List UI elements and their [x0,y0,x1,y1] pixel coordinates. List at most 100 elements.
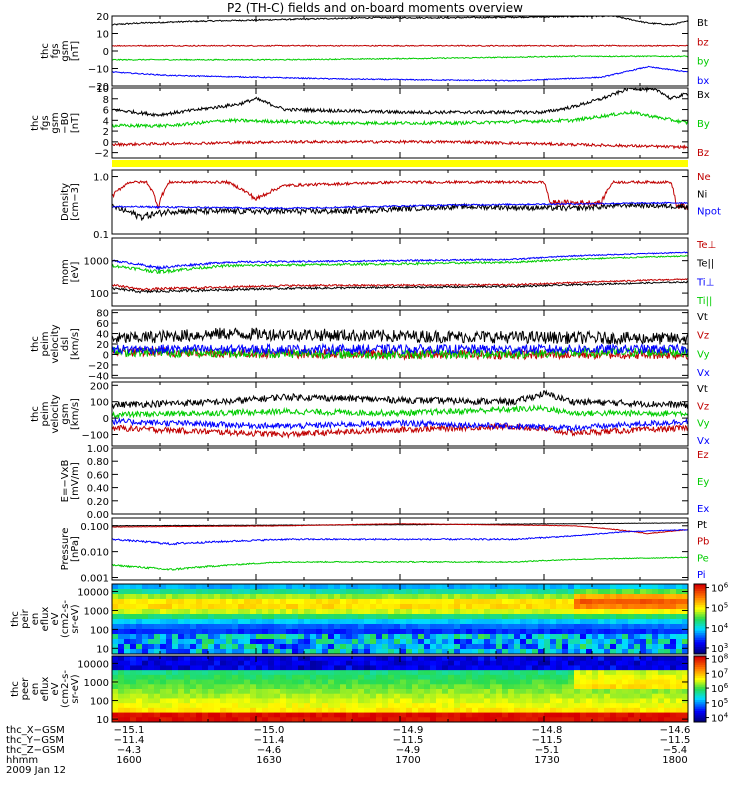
spectrogram-cell [622,594,629,600]
spectrogram-cell [154,619,161,625]
spectrogram-cell [220,594,227,600]
spectrogram-cell [262,684,269,690]
legend-entry: bx [697,76,709,87]
spectrogram-cell [484,629,491,635]
spectrogram-cell [418,707,425,713]
spectrogram-cell [286,584,293,590]
spectrogram-cell [388,707,395,713]
spectrogram-cell [466,634,473,640]
spectrogram-cell [442,707,449,713]
spectrogram-cell [628,649,635,655]
spectrogram-cell [310,629,317,635]
spectrogram-cell [352,703,359,709]
spectrogram-cell [166,599,173,605]
spectrogram-cell [604,670,611,676]
spectrogram-cell [202,594,209,600]
spectrogram-cell [112,584,119,590]
spectrogram-cell [664,629,671,635]
spectrogram-cell [424,629,431,635]
spectrogram-cell [442,594,449,600]
spectrogram-cell [418,639,425,645]
spectrogram-cell [454,698,461,704]
spectrogram-cell [394,693,401,699]
spectrogram-cell [148,604,155,610]
spectrogram-cell [130,656,137,662]
spectrogram-cell [526,698,533,704]
spectrogram-cell [424,665,431,671]
spectrogram-cell [652,665,659,671]
spectrogram-cell [130,594,137,600]
spectrogram-cell [586,656,593,662]
spectrogram-cell [334,639,341,645]
spectrogram-cell [286,689,293,695]
spectrogram-cell [520,703,527,709]
spectrogram-cell [484,599,491,605]
spectrogram-cell [478,656,485,662]
spectrogram-cell [184,707,191,713]
spectrogram-cell [442,599,449,605]
spectrogram-cell [118,604,125,610]
spectrogram-cell [652,624,659,630]
spectrogram-cell [136,624,143,630]
spectrogram-cell [544,639,551,645]
spectrogram-cell [562,634,569,640]
spectrogram-cell [352,684,359,690]
spectrogram-cell [490,629,497,635]
spectrogram-cell [340,649,347,655]
colorbar-segment [694,591,706,594]
spectrogram-cell [502,665,509,671]
spectrogram-cell [490,604,497,610]
spectrogram-cell [178,712,185,718]
spectrogram-cell [670,703,677,709]
spectrogram-cell [466,684,473,690]
spectrogram-cell [448,698,455,704]
spectrogram-cell [592,717,599,723]
spectrogram-cell [652,584,659,590]
spectrogram-cell [562,624,569,630]
spectrogram-cell [124,698,131,704]
spectrogram-cell [670,712,677,718]
spectrogram-cell [232,712,239,718]
y-tick-label: 0 [103,47,109,58]
spectrogram-cell [412,660,419,666]
spectrogram-cell [418,679,425,685]
spectrogram-cell [388,693,395,699]
spectrogram-cell [244,594,251,600]
colorbar-segment [694,633,706,636]
spectrogram-cell [382,594,389,600]
spectrogram-cell [586,689,593,695]
spectrogram-cell [574,674,581,680]
spectrogram-cell [634,629,641,635]
spectrogram-cell [496,644,503,650]
spectrogram-cell [538,717,545,723]
spectrogram-cell [418,656,425,662]
spectrogram-cell [304,684,311,690]
spectrogram-cell [304,698,311,704]
spectrogram-cell [646,670,653,676]
spectrogram-cell [118,684,125,690]
spectrogram-cell [250,660,257,666]
spectrogram-cell [544,589,551,595]
spectrogram-cell [136,717,143,723]
spectrogram-cell [202,634,209,640]
spectrogram-cell [538,660,545,666]
spectrogram-cell [544,717,551,723]
spectrogram-cell [142,634,149,640]
spectrogram-cell [580,644,587,650]
spectrogram-cell [472,717,479,723]
spectrogram-cell [664,689,671,695]
spectrogram-cell [682,599,689,605]
spectrogram-cell [568,717,575,723]
spectrogram-cell [136,649,143,655]
spectrogram-cell [370,656,377,662]
spectrogram-cell [358,604,365,610]
spectrogram-cell [154,639,161,645]
spectrogram-cell [562,665,569,671]
spectrogram-cell [322,670,329,676]
spectrogram-cell [376,604,383,610]
spectrogram-cell [244,712,251,718]
spectrogram-cell [274,674,281,680]
spectrogram-cell [154,599,161,605]
spectrogram-cell [232,674,239,680]
colorbar-segment [694,605,706,608]
